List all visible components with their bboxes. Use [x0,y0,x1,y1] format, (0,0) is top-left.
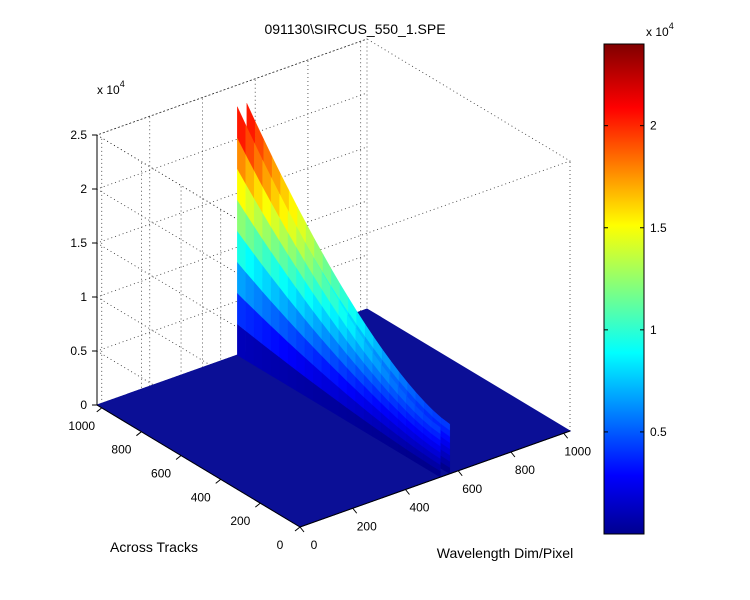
x-tick-mark [457,470,463,477]
y-tick-label: 600 [151,467,171,481]
y-tick-mark [215,478,222,484]
z-tick-label: 2 [80,182,87,196]
x-tick-label: 600 [462,482,482,496]
x-tick-label: 400 [409,501,429,515]
colorbar-exponent-label: x 104 [646,21,674,39]
x-tick-label: 200 [357,519,377,533]
axes [96,135,571,528]
x-axis-line [299,430,571,528]
x-tick-label: 1000 [564,444,591,458]
top-edge [96,38,571,258]
surface-plot [95,103,572,528]
z-exponent-power: 4 [120,79,125,89]
z-exponent-label: x 104 [97,79,125,97]
chart-title: 091130\SIRCUS_550_1.SPE [264,21,445,37]
z-tick-label: 1 [80,290,87,304]
peak-facet [431,420,441,435]
y-tick-mark [255,502,261,508]
z-tick-label: 2.5 [70,128,87,142]
y-tick-label: 400 [191,490,211,504]
y-tick-mark [96,407,103,413]
x-axis-label: Wavelength Dim/Pixel [437,545,573,561]
colorbar-exponent-power: 4 [669,21,674,31]
tick-labels: 0 200 400 600 800 1000 0 200 400 600 800 1000 0 0.5 1 1… [68,128,591,552]
colorbar-tick-label: 2 [650,119,657,133]
x-tick-mark [563,432,569,439]
x-tick-mark [510,451,516,458]
colorbar-gradient [603,43,645,535]
x-tick-mark [352,507,358,514]
peak-facet [441,417,450,431]
colorbar-tick-label: 0.5 [650,425,667,439]
y-tick-label: 800 [111,443,131,457]
y-tick-mark [294,526,301,532]
y-tick-mark [175,455,182,460]
back-wall [96,38,368,406]
colorbar-ticks: 0.5 1 1.5 2 [604,119,667,439]
x-tick-label: 800 [515,463,535,477]
x-tick-mark [405,489,410,495]
z-tick-label: 0 [80,398,87,412]
colorbar-tick-label: 1 [650,323,657,337]
y-axis-label: Across Tracks [110,539,198,555]
colorbar: 0.5 1 1.5 2 x 104 [603,21,674,535]
y-tick-label: 1000 [68,419,95,433]
x-tick-label: 0 [311,538,318,552]
y-tick-label: 200 [230,514,250,528]
y-tick-mark [136,431,142,437]
z-tick-label: 1.5 [70,236,87,250]
z-tick-label: 0.5 [70,344,87,358]
y-tick-label: 0 [277,538,284,552]
grid-line-z [96,38,368,258]
colorbar-tick-label: 1.5 [650,221,667,235]
y-axis-line [96,404,301,528]
x-tick-mark [299,526,305,533]
